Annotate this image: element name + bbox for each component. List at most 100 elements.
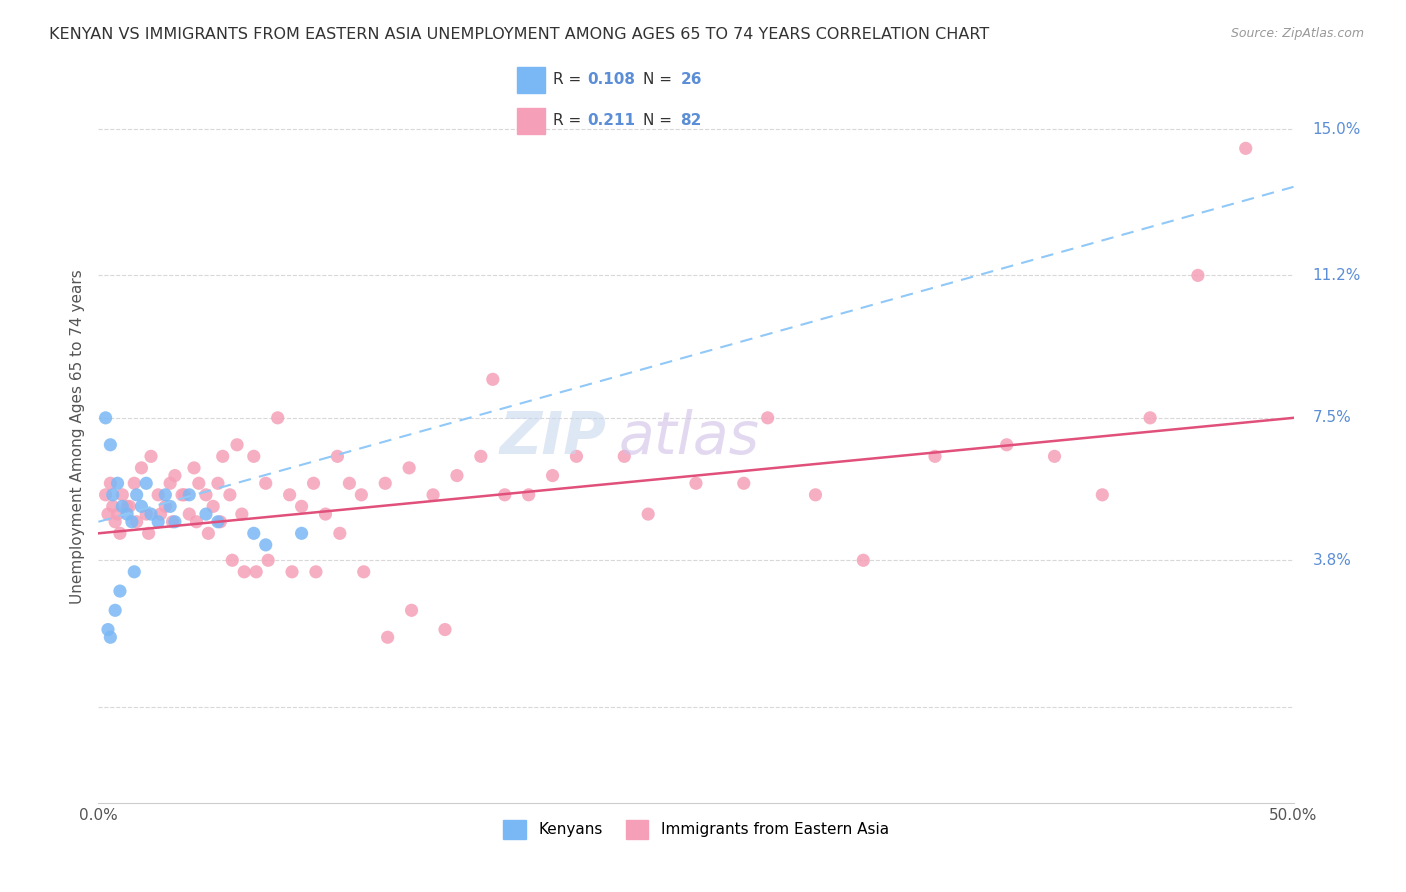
Point xyxy=(207,515,229,529)
Point xyxy=(159,476,181,491)
Point xyxy=(108,526,131,541)
Point xyxy=(245,565,267,579)
Point xyxy=(254,538,277,552)
Point xyxy=(541,468,564,483)
Point xyxy=(278,488,301,502)
Point xyxy=(434,623,457,637)
Point xyxy=(98,438,122,452)
Text: 82: 82 xyxy=(681,113,702,128)
Point xyxy=(135,476,157,491)
Text: atlas: atlas xyxy=(619,409,759,466)
Text: N =: N = xyxy=(643,113,678,128)
Point xyxy=(221,553,243,567)
Point xyxy=(219,488,242,502)
Point xyxy=(179,488,201,502)
Bar xyxy=(517,67,544,93)
Point xyxy=(1187,268,1209,283)
Point xyxy=(924,450,946,464)
Point xyxy=(756,410,779,425)
Point xyxy=(852,553,875,567)
Bar xyxy=(517,108,544,134)
Y-axis label: Unemployment Among Ages 65 to 74 years: Unemployment Among Ages 65 to 74 years xyxy=(69,269,84,605)
Text: 3.8%: 3.8% xyxy=(1313,553,1351,568)
Text: Source: ZipAtlas.com: Source: ZipAtlas.com xyxy=(1230,27,1364,40)
Text: 15.0%: 15.0% xyxy=(1313,121,1361,136)
Point xyxy=(1043,450,1066,464)
Point xyxy=(226,438,249,452)
Point xyxy=(315,507,337,521)
Point xyxy=(995,438,1018,452)
Point xyxy=(125,488,148,502)
Point xyxy=(685,476,707,491)
Point xyxy=(111,500,134,514)
Point xyxy=(243,450,266,464)
Point xyxy=(326,450,349,464)
Point xyxy=(139,507,162,521)
Text: 0.211: 0.211 xyxy=(588,113,636,128)
Point xyxy=(155,488,177,502)
Point xyxy=(187,476,209,491)
Point xyxy=(401,603,423,617)
Point xyxy=(138,526,160,541)
Text: 0.108: 0.108 xyxy=(588,72,636,87)
Point xyxy=(202,500,225,514)
Point xyxy=(108,584,131,599)
Point xyxy=(377,630,399,644)
Point xyxy=(97,507,120,521)
Point xyxy=(121,515,143,529)
Point xyxy=(733,476,755,491)
Point xyxy=(94,410,117,425)
Point xyxy=(1234,141,1257,155)
Text: R =: R = xyxy=(553,72,586,87)
Text: ZIP: ZIP xyxy=(499,409,606,466)
Point xyxy=(131,461,153,475)
Point xyxy=(197,526,219,541)
Text: R =: R = xyxy=(553,113,586,128)
Point xyxy=(104,603,127,617)
Point xyxy=(302,476,325,491)
Point xyxy=(350,488,373,502)
Point xyxy=(135,507,157,521)
Point xyxy=(422,488,444,502)
Text: N =: N = xyxy=(643,72,678,87)
Point xyxy=(291,526,314,541)
Point xyxy=(374,476,396,491)
Point xyxy=(155,500,177,514)
Point xyxy=(148,515,170,529)
Point xyxy=(329,526,352,541)
Point xyxy=(162,515,184,529)
Point xyxy=(163,515,186,529)
Legend: Kenyans, Immigrants from Eastern Asia: Kenyans, Immigrants from Eastern Asia xyxy=(495,813,897,847)
Point xyxy=(115,500,138,514)
Point xyxy=(305,565,328,579)
Point xyxy=(163,468,186,483)
Point xyxy=(97,623,120,637)
Point xyxy=(131,500,153,514)
Point xyxy=(101,488,124,502)
Point xyxy=(243,526,266,541)
Point xyxy=(446,468,468,483)
Point xyxy=(398,461,420,475)
Point xyxy=(149,507,172,521)
Point xyxy=(101,500,124,514)
Point xyxy=(125,515,148,529)
Point xyxy=(111,488,134,502)
Point xyxy=(159,500,181,514)
Point xyxy=(172,488,194,502)
Point xyxy=(254,476,277,491)
Point xyxy=(804,488,827,502)
Point xyxy=(565,450,588,464)
Point xyxy=(482,372,505,386)
Point xyxy=(470,450,492,464)
Text: 11.2%: 11.2% xyxy=(1313,268,1361,283)
Point xyxy=(1139,410,1161,425)
Point xyxy=(104,515,127,529)
Point xyxy=(173,488,195,502)
Text: KENYAN VS IMMIGRANTS FROM EASTERN ASIA UNEMPLOYMENT AMONG AGES 65 TO 74 YEARS CO: KENYAN VS IMMIGRANTS FROM EASTERN ASIA U… xyxy=(49,27,990,42)
Point xyxy=(613,450,636,464)
Point xyxy=(195,488,218,502)
Text: 7.5%: 7.5% xyxy=(1313,410,1351,425)
Point xyxy=(267,410,290,425)
Point xyxy=(186,515,208,529)
Point xyxy=(179,507,201,521)
